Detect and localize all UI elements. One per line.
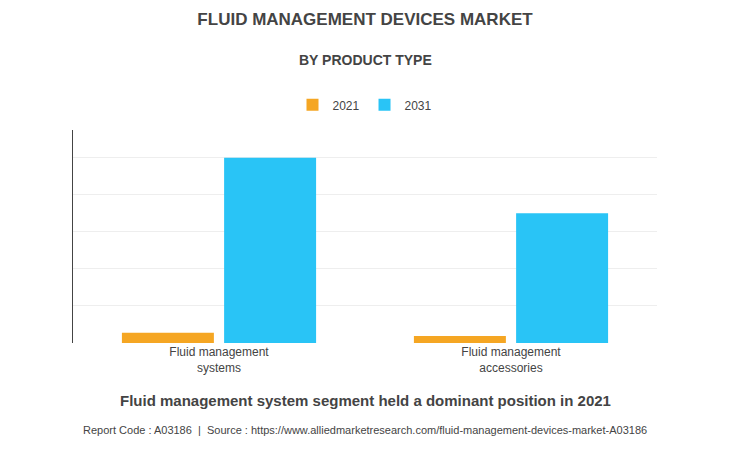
svg-text:2021: 2021 (333, 99, 360, 113)
svg-text:2031: 2031 (405, 99, 432, 113)
svg-text:Fluid managementsystems: Fluid managementsystems (169, 345, 269, 375)
svg-text:Report Code : A03186 | Sourc: Report Code : A03186 | Source : https://… (83, 424, 647, 436)
svg-text:Fluid managementaccessories: Fluid managementaccessories (461, 345, 561, 375)
svg-text:Fluid management system segmen: Fluid management system segment held a d… (120, 392, 611, 409)
svg-text:BY PRODUCT TYPE: BY PRODUCT TYPE (299, 52, 432, 68)
svg-text:FLUID MANAGEMENT DEVICES MARKE: FLUID MANAGEMENT DEVICES MARKET (197, 10, 533, 29)
